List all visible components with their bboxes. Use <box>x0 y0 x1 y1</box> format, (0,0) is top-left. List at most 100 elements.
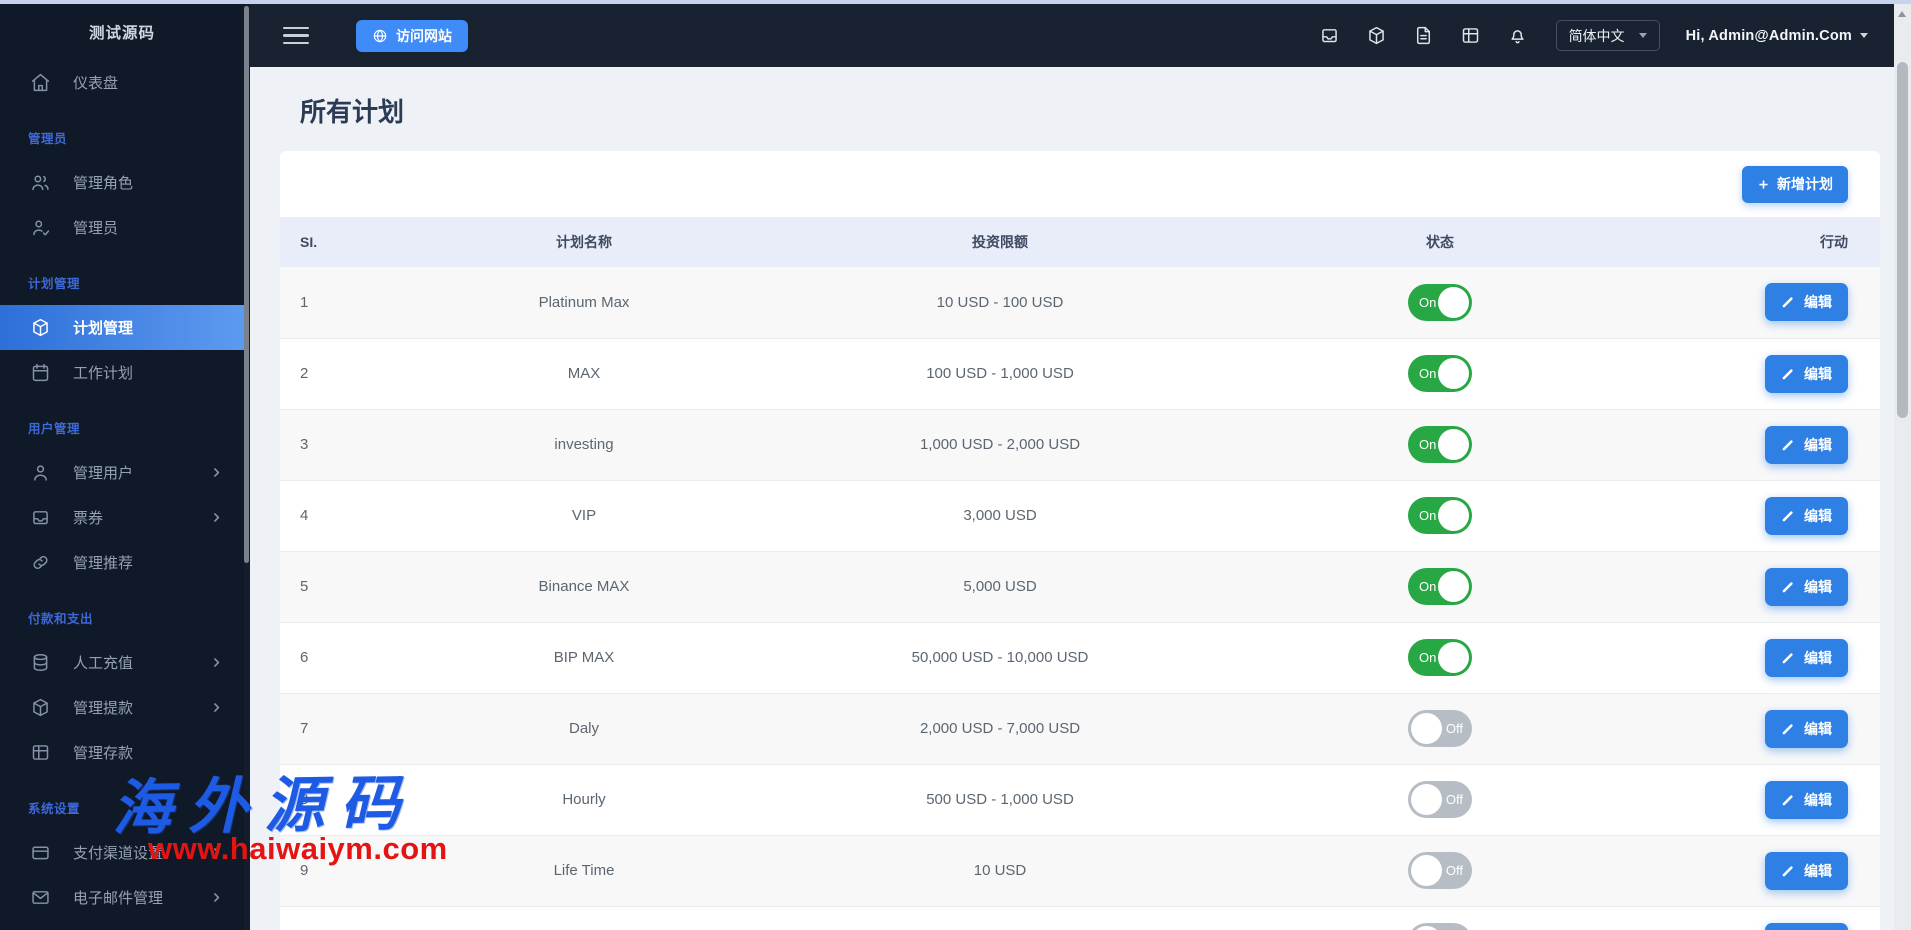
sidebar-item[interactable]: 管理用户 <box>0 450 244 495</box>
sidebar-item[interactable]: 管理提款 <box>0 685 244 730</box>
cell-status: Off <box>1240 905 1640 930</box>
sidebar-item[interactable]: 计划管理 <box>0 305 244 350</box>
cell-status: On <box>1240 621 1640 693</box>
status-toggle[interactable]: On <box>1408 283 1472 321</box>
cell-sl: 7 <box>280 692 408 764</box>
status-toggle[interactable]: Off <box>1408 710 1472 747</box>
column-header-plan-name: 计划名称 <box>408 217 760 267</box>
edit-button[interactable]: 编辑 <box>1765 922 1848 930</box>
pencil-icon <box>1781 438 1795 452</box>
cell-status: On <box>1240 267 1640 338</box>
table-row: 4 VIP 3,000 USD On 编辑 <box>280 479 1880 551</box>
sidebar-item[interactable]: 仪表盘 <box>0 60 244 105</box>
edit-button[interactable]: 编辑 <box>1765 709 1848 748</box>
cell-action: 编辑 <box>1640 905 1880 930</box>
cell-sl: 2 <box>280 337 408 409</box>
status-toggle[interactable]: On <box>1408 426 1472 463</box>
sidebar-scrollbar[interactable] <box>244 4 250 930</box>
sidebar-item[interactable]: 人工充值 <box>0 640 244 685</box>
main-area: 访问网站 简体中文 Hi, Admin@Admin.Com 所有计划 <box>250 4 1911 930</box>
sidebar-item[interactable]: 票券 <box>0 495 244 540</box>
cell-investment-limit: 100 USD - 1,000 USD <box>760 337 1240 409</box>
column-header-action: 行动 <box>1640 217 1880 267</box>
person-icon <box>30 462 51 483</box>
card-icon <box>30 842 51 863</box>
cell-status: Off <box>1240 763 1640 835</box>
user-menu[interactable]: Hi, Admin@Admin.Com <box>1686 28 1868 44</box>
edit-button[interactable]: 编辑 <box>1765 283 1848 322</box>
edit-button[interactable]: 编辑 <box>1765 851 1848 890</box>
cell-sl: 6 <box>280 621 408 693</box>
cell-plan-name: Hourly <box>408 763 760 835</box>
edit-button[interactable]: 编辑 <box>1765 496 1848 535</box>
status-toggle[interactable]: On <box>1408 639 1472 676</box>
edit-button[interactable]: 编辑 <box>1765 567 1848 606</box>
toggle-knob <box>1411 784 1442 815</box>
status-toggle[interactable]: On <box>1408 355 1472 392</box>
status-toggle[interactable]: On <box>1408 568 1472 605</box>
navbar-file-icon[interactable] <box>1413 25 1434 46</box>
edit-button[interactable]: 编辑 <box>1765 425 1848 464</box>
toggle-state-label: On <box>1419 579 1437 594</box>
add-plan-label: 新增计划 <box>1777 176 1833 192</box>
toggle-knob <box>1438 358 1469 389</box>
cell-status: Off <box>1240 834 1640 906</box>
cell-status: On <box>1240 550 1640 622</box>
sidebar-item-label: 仪表盘 <box>73 75 119 92</box>
cell-investment-limit: 10 USD <box>760 834 1240 906</box>
cell-plan-name: Life Time <box>408 834 760 906</box>
toggle-state-label: On <box>1419 508 1437 523</box>
sidebar-item[interactable]: 管理角色 <box>0 160 244 205</box>
table-row: 3 investing 1,000 USD - 2,000 USD On 编辑 <box>280 408 1880 480</box>
package-icon <box>30 697 51 718</box>
database-icon <box>30 652 51 673</box>
cell-action: 编辑 <box>1640 692 1880 764</box>
cell-action: 编辑 <box>1640 479 1880 551</box>
sidebar-item[interactable]: 管理员 <box>0 205 244 250</box>
menu-toggle-icon[interactable] <box>283 26 309 45</box>
edit-button[interactable]: 编辑 <box>1765 780 1848 819</box>
status-toggle[interactable]: Off <box>1408 852 1472 889</box>
toggle-state-label: On <box>1419 366 1437 381</box>
sidebar-item[interactable]: 工作计划 <box>0 350 244 395</box>
window-scrollbar-thumb[interactable] <box>1897 62 1908 418</box>
sidebar-item-label: 管理提款 <box>73 700 134 717</box>
navbar-grid-icon[interactable] <box>1460 25 1481 46</box>
scroll-up-arrow-icon[interactable] <box>1898 11 1906 17</box>
calendar-icon <box>30 362 51 383</box>
window-scrollbar[interactable] <box>1894 4 1911 930</box>
cell-sl: 5 <box>280 550 408 622</box>
toggle-knob <box>1438 286 1469 318</box>
language-label: 简体中文 <box>1568 27 1625 44</box>
cell-status: On <box>1240 479 1640 551</box>
cell-plan-name: Binance MAX <box>408 550 760 622</box>
sidebar-item[interactable]: 支付渠道设置 <box>0 830 244 875</box>
person-check-icon <box>30 217 51 238</box>
add-plan-button[interactable]: 新增计划 <box>1742 165 1848 203</box>
navbar-inbox-icon[interactable] <box>1319 25 1340 46</box>
chevron-right-icon <box>210 701 224 715</box>
sidebar-item[interactable]: 管理存款 <box>0 730 244 775</box>
plans-card: 新增计划 SI. 计划名称 投资限额 状态 行动 1 Platin <box>280 151 1880 930</box>
status-toggle[interactable]: Off <box>1408 923 1472 930</box>
sidebar-item-label: 人工充值 <box>73 655 134 672</box>
edit-button-label: 编辑 <box>1804 507 1832 524</box>
toggle-knob <box>1411 855 1442 886</box>
sidebar-item-label: 票券 <box>73 510 104 527</box>
edit-button[interactable]: 编辑 <box>1765 638 1848 677</box>
language-selector[interactable]: 简体中文 <box>1555 20 1660 51</box>
sidebar-item[interactable]: 管理推荐 <box>0 540 244 585</box>
navbar-bell-icon[interactable] <box>1507 25 1528 46</box>
status-toggle[interactable]: On <box>1408 497 1472 534</box>
status-toggle[interactable]: Off <box>1408 781 1472 818</box>
pencil-icon <box>1781 651 1795 665</box>
navbar-package-icon[interactable] <box>1366 25 1387 46</box>
sidebar-item[interactable]: 常规设置 <box>0 920 244 930</box>
sidebar-item[interactable]: 电子邮件管理 <box>0 875 244 920</box>
page-title: 所有计划 <box>300 97 405 127</box>
sidebar-scrollbar-thumb[interactable] <box>244 6 249 563</box>
mail-icon <box>30 887 51 908</box>
edit-button[interactable]: 编辑 <box>1765 354 1848 393</box>
cell-investment-limit: 2,000 USD - 7,000 USD <box>760 692 1240 764</box>
visit-site-button[interactable]: 访问网站 <box>356 19 468 52</box>
